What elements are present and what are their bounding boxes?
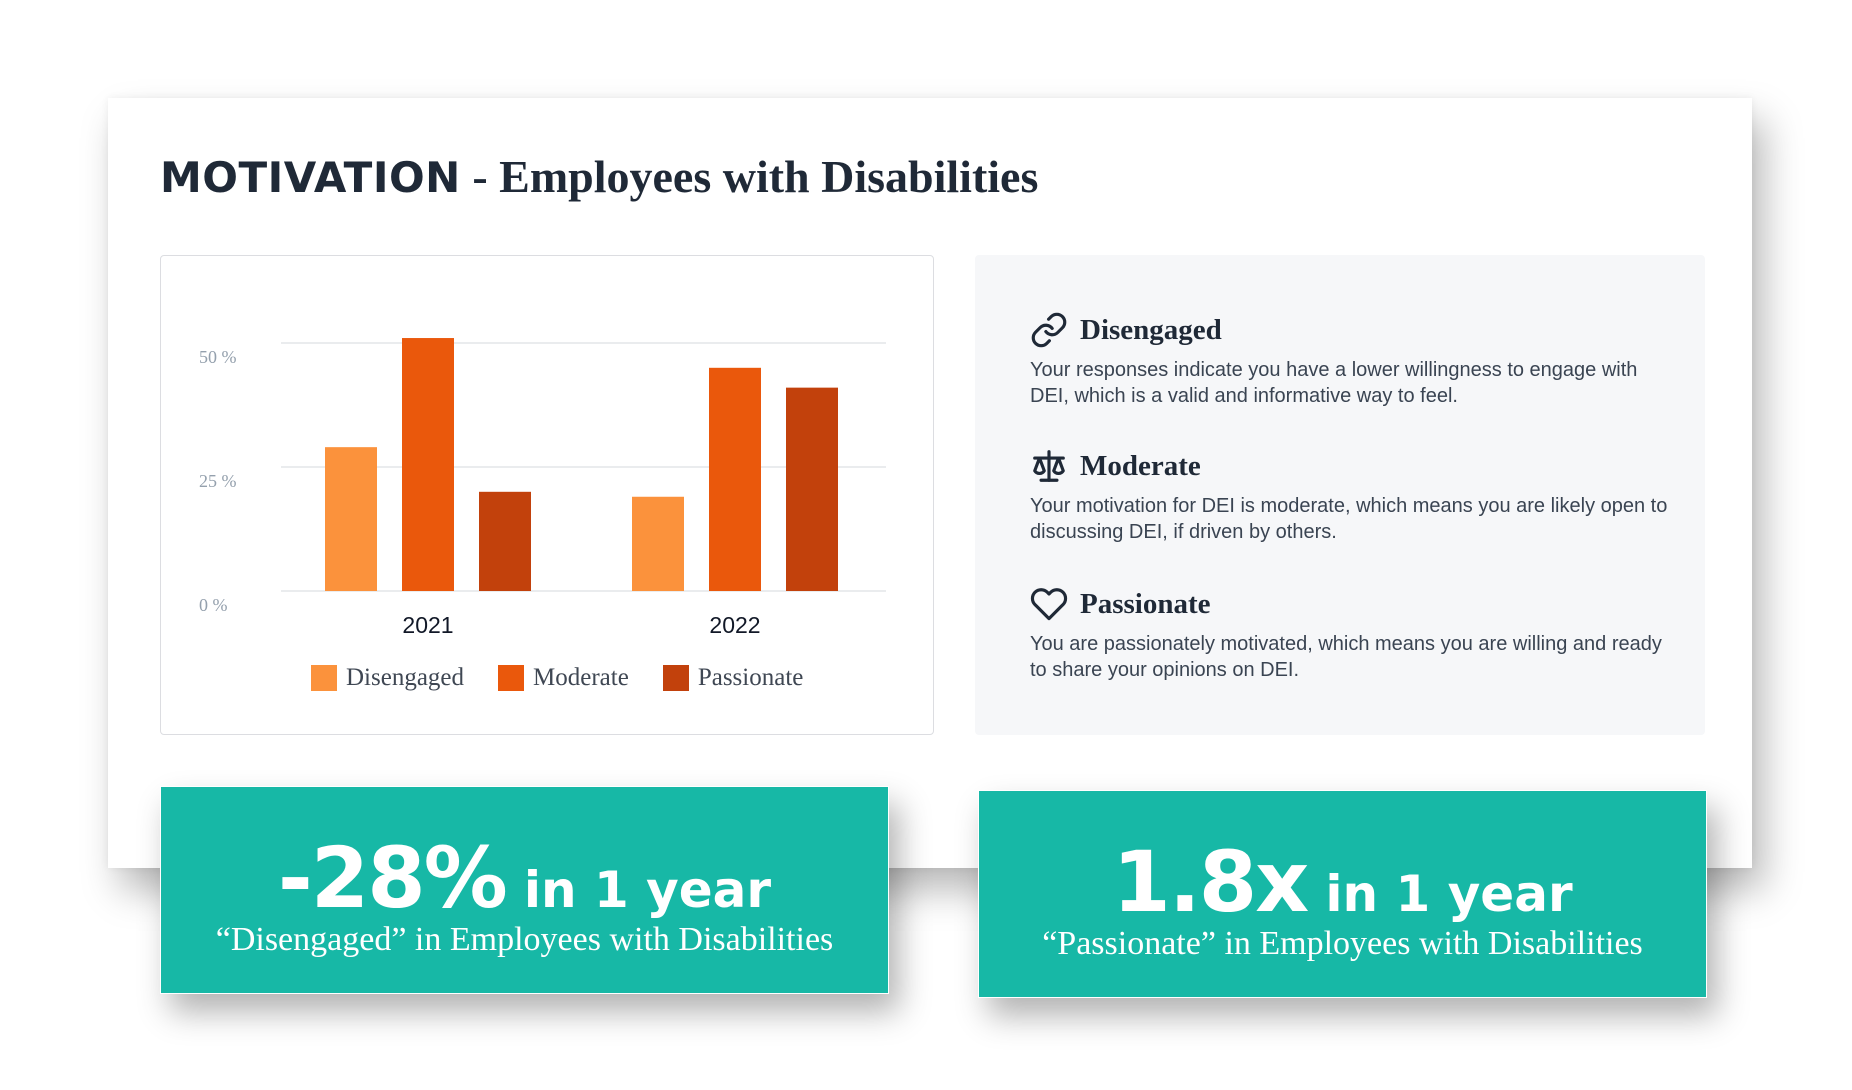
bar-disengaged-2021 <box>325 447 377 591</box>
legend-swatch-passionate <box>662 665 689 691</box>
info-item-moderate: Moderate Your motivation for DEI is mode… <box>1030 447 1670 545</box>
x-category-label: 2021 <box>402 612 453 638</box>
legend-swatch-moderate <box>498 665 525 691</box>
bar-chart: 50 % 25 % 0 % 2021 2022 <box>199 338 886 638</box>
stat-caption-disengaged: “Disengaged” in Employees with Disabilit… <box>215 921 834 958</box>
legend-label-passionate: Passionate <box>697 664 804 691</box>
info-text-disengaged: Your responses indicate you have a lower… <box>1030 359 1638 407</box>
y-tick-label: 50 % <box>199 347 237 367</box>
info-text-passionate: You are passionately motivated, which me… <box>1030 633 1662 681</box>
title-rest: - Employees with Disabilities <box>460 151 1039 202</box>
legend-item-disengaged: Disengaged <box>311 664 464 692</box>
y-tick-label: 0 % <box>199 595 228 615</box>
bar-disengaged-2022 <box>632 496 684 591</box>
link-icon <box>1030 311 1068 349</box>
bar-passionate-2022 <box>786 387 838 591</box>
bar-moderate-2021 <box>402 338 454 591</box>
page-title: MOTIVATION - Employees with Disabilities <box>160 150 1038 203</box>
stat-suffix-disengaged: in 1 year <box>523 861 772 919</box>
heart-icon <box>1030 585 1068 623</box>
legend-swatch-disengaged <box>311 665 337 691</box>
chart-container: 50 % 25 % 0 % 2021 2022 Disengaged Moderate … <box>160 255 934 735</box>
chart-legend: Disengaged Moderate Passionate <box>311 664 803 692</box>
legend-label-moderate: Moderate <box>533 664 629 691</box>
y-tick-label: 25 % <box>199 471 237 491</box>
legend-item-moderate: Moderate <box>498 664 629 692</box>
stat-card-passionate: 1.8x in 1 year “Passionate” in Employees … <box>978 790 1707 998</box>
stat-caption-passionate: “Passionate” in Employees with Disabilit… <box>1042 925 1643 962</box>
info-text-moderate: Your motivation for DEI is moderate, whi… <box>1030 495 1668 543</box>
bar-passionate-2021 <box>479 491 531 591</box>
info-item-disengaged: Disengaged Your responses indicate you h… <box>1030 311 1670 409</box>
stat-card-disengaged: -28% in 1 year “Disengaged” in Employees … <box>160 786 889 994</box>
info-item-passionate: Passionate You are passionately motivate… <box>1030 585 1670 683</box>
info-title-disengaged: Disengaged <box>1080 313 1222 346</box>
bar-moderate-2022 <box>709 367 761 591</box>
info-title-passionate: Passionate <box>1080 587 1211 620</box>
legend-item-passionate: Passionate <box>662 664 804 692</box>
scale-icon <box>1030 447 1068 485</box>
x-category-label: 2022 <box>709 612 760 638</box>
stat-suffix-passionate: in 1 year <box>1325 865 1573 923</box>
stat-value-passionate: 1.8x <box>1112 833 1309 931</box>
title-strong: MOTIVATION <box>160 153 461 202</box>
legend-label-disengaged: Disengaged <box>346 664 465 691</box>
info-title-moderate: Moderate <box>1080 449 1201 482</box>
motivation-info-panel: Disengaged Your responses indicate you h… <box>975 255 1705 735</box>
stat-value-disengaged: -28% <box>277 829 508 927</box>
